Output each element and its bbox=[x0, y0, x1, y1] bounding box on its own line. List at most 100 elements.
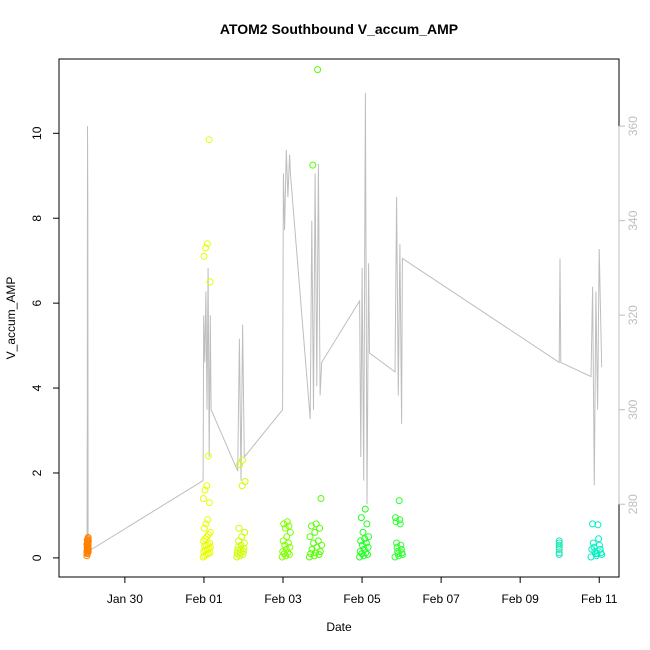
data-point bbox=[203, 240, 211, 248]
data-point bbox=[358, 550, 366, 558]
data-point bbox=[396, 516, 404, 524]
x-tick-label: Jan 30 bbox=[107, 592, 143, 606]
data-point bbox=[555, 537, 563, 545]
data-point bbox=[203, 533, 211, 541]
data-point bbox=[281, 524, 289, 532]
data-point bbox=[206, 539, 214, 547]
data-point bbox=[280, 520, 288, 528]
data-point bbox=[593, 550, 601, 558]
chart-title: ATOM2 Southbound V_accum_AMP bbox=[220, 21, 458, 37]
data-point bbox=[204, 516, 212, 524]
secondary-series bbox=[86, 92, 603, 553]
data-point bbox=[204, 452, 212, 460]
data-point bbox=[360, 545, 368, 553]
data-point bbox=[201, 486, 209, 494]
y2-tick-label: 360 bbox=[626, 116, 640, 136]
data-point bbox=[361, 535, 369, 543]
data-point bbox=[202, 244, 210, 252]
data-point bbox=[588, 545, 596, 553]
data-point bbox=[357, 514, 365, 522]
data-point bbox=[202, 520, 210, 528]
data-point bbox=[201, 535, 209, 543]
y-tick-label: 4 bbox=[30, 384, 44, 391]
data-point bbox=[200, 524, 208, 532]
y-axis-label: V_accum_AMP bbox=[4, 277, 18, 360]
data-point bbox=[594, 521, 602, 529]
y2-tick-label: 340 bbox=[626, 210, 640, 230]
x-tick-label: Feb 09 bbox=[501, 592, 539, 606]
data-point bbox=[199, 495, 207, 502]
data-point bbox=[84, 539, 92, 547]
y-tick-label: 10 bbox=[30, 126, 44, 140]
data-point bbox=[283, 533, 291, 541]
data-point bbox=[393, 543, 401, 551]
axes: Jan 30 Feb 01 Feb 03 Feb 05 Feb 07 Feb 09 Feb … bbox=[30, 116, 640, 606]
data-point bbox=[595, 535, 603, 543]
data-point bbox=[392, 518, 400, 526]
y-tick-label: 6 bbox=[30, 299, 44, 306]
data-point bbox=[589, 539, 597, 547]
data-point bbox=[282, 545, 290, 553]
data-point bbox=[314, 66, 322, 74]
data-point bbox=[203, 482, 211, 490]
data-point bbox=[200, 252, 208, 260]
data-point bbox=[283, 518, 291, 526]
data-point bbox=[365, 533, 373, 541]
y2-tick-label: 320 bbox=[626, 305, 640, 325]
data-point bbox=[314, 537, 322, 545]
data-point bbox=[397, 545, 405, 553]
data-point bbox=[280, 550, 288, 558]
y2-tick-label: 300 bbox=[626, 399, 640, 419]
data-point bbox=[396, 520, 404, 528]
data-point bbox=[235, 524, 243, 532]
data-point bbox=[238, 482, 246, 490]
data-point bbox=[279, 548, 287, 555]
data-point bbox=[363, 520, 371, 528]
data-point bbox=[241, 478, 249, 485]
data-point bbox=[392, 514, 399, 522]
data-point bbox=[393, 539, 401, 547]
points bbox=[83, 66, 606, 561]
data-point bbox=[206, 528, 214, 536]
data-point bbox=[398, 549, 406, 557]
data-point bbox=[306, 533, 314, 541]
x-tick-label: Feb 07 bbox=[422, 592, 460, 606]
data-point bbox=[241, 528, 249, 536]
data-point bbox=[394, 548, 402, 555]
data-point bbox=[204, 540, 212, 548]
data-point bbox=[361, 505, 369, 513]
data-point bbox=[309, 161, 317, 169]
data-point bbox=[305, 553, 313, 561]
data-point bbox=[317, 495, 325, 502]
x-tick-label: Feb 11 bbox=[581, 592, 618, 606]
data-point bbox=[359, 528, 367, 536]
data-point bbox=[311, 528, 319, 536]
data-point bbox=[206, 278, 214, 286]
data-point bbox=[238, 533, 246, 541]
x-axis-label: Date bbox=[326, 620, 352, 634]
x-tick-label: Feb 05 bbox=[343, 592, 381, 606]
data-point bbox=[318, 541, 326, 549]
data-point bbox=[281, 541, 289, 549]
data-point bbox=[316, 548, 324, 555]
x-tick-label: Feb 03 bbox=[264, 592, 302, 606]
data-point bbox=[84, 543, 91, 551]
data-point bbox=[356, 548, 364, 555]
data-point bbox=[307, 550, 315, 558]
data-point bbox=[234, 546, 242, 554]
data-point bbox=[555, 539, 563, 547]
x-tick-label: Feb 01 bbox=[185, 592, 223, 606]
data-point bbox=[200, 537, 208, 545]
y-tick-label: 8 bbox=[30, 215, 44, 222]
data-point bbox=[397, 541, 405, 549]
secondary-series-line bbox=[86, 92, 603, 553]
data-point bbox=[316, 524, 324, 532]
data-point bbox=[205, 136, 213, 144]
y2-tick-label: 280 bbox=[626, 494, 640, 514]
data-point bbox=[83, 548, 91, 555]
y-tick-label: 0 bbox=[30, 554, 44, 561]
data-point bbox=[205, 499, 213, 507]
data-point bbox=[239, 456, 246, 464]
data-point bbox=[205, 531, 213, 538]
